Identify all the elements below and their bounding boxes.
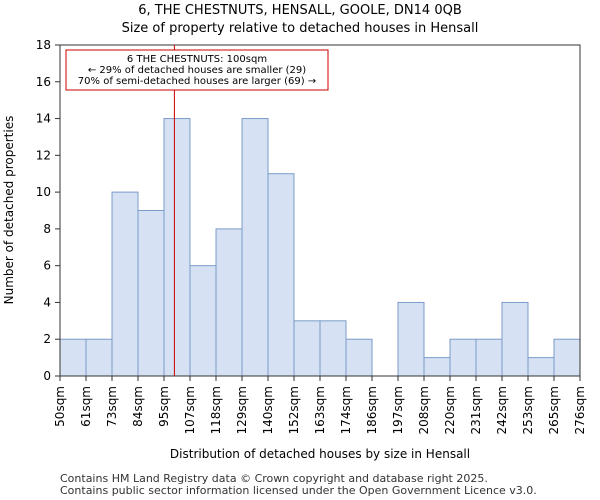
x-tick-label-265sqm: 265sqm xyxy=(547,386,561,434)
y-tick-label-4: 4 xyxy=(43,295,51,309)
bar-95sqm xyxy=(163,118,191,377)
x-tick-label-152sqm: 152sqm xyxy=(287,386,301,434)
bar-197sqm xyxy=(397,301,425,377)
y-tick-label-14: 14 xyxy=(36,112,51,126)
chart-title: 6, THE CHESTNUTS, HENSALL, GOOLE, DN14 0… xyxy=(138,3,462,18)
y-axis: 0 2 4 6 8 10 12 14 16 18 xyxy=(36,38,60,383)
bar-220sqm xyxy=(449,338,477,377)
x-tick-label-208sqm: 208sqm xyxy=(417,386,431,434)
x-tick-label-242sqm: 242sqm xyxy=(495,386,509,434)
y-tick-label-0: 0 xyxy=(43,369,51,383)
annotation-line-2: ← 29% of detached houses are smaller (29… xyxy=(88,65,306,76)
annotation-line-1: 6 THE CHESTNUTS: 100sqm xyxy=(127,54,267,65)
bar-265sqm xyxy=(553,338,581,377)
footer-line-2: Contains public sector information licen… xyxy=(60,484,537,497)
bar-231sqm xyxy=(475,338,503,377)
y-tick-label-16: 16 xyxy=(36,75,51,89)
x-tick-label-163sqm: 163sqm xyxy=(313,386,327,434)
y-tick-label-8: 8 xyxy=(43,222,51,236)
x-axis-label: Distribution of detached houses by size … xyxy=(170,447,470,461)
y-tick-label-18: 18 xyxy=(36,38,51,52)
x-axis: 50sqm 61sqm 73sqm 84sqm 95sqm 107sqm 118sqm 129… xyxy=(53,376,587,434)
bars-group xyxy=(59,118,581,377)
x-tick-label-50sqm: 50sqm xyxy=(53,386,67,427)
bar-253sqm xyxy=(527,357,555,377)
bar-107sqm xyxy=(189,265,217,377)
x-tick-label-186sqm: 186sqm xyxy=(365,386,379,434)
bar-174sqm xyxy=(345,338,373,377)
chart-subtitle: Size of property relative to detached ho… xyxy=(122,21,479,36)
y-tick-label-12: 12 xyxy=(36,148,51,162)
bar-242sqm xyxy=(501,301,529,377)
bar-84sqm xyxy=(137,210,165,377)
y-tick-label-10: 10 xyxy=(36,185,51,199)
annotation-box xyxy=(65,49,329,91)
x-tick-label-84sqm: 84sqm xyxy=(131,386,145,427)
bar-118sqm xyxy=(215,228,243,377)
x-tick-label-95sqm: 95sqm xyxy=(157,386,171,427)
x-tick-label-220sqm: 220sqm xyxy=(443,386,457,434)
x-tick-label-253sqm: 253sqm xyxy=(521,386,535,434)
x-tick-label-118sqm: 118sqm xyxy=(209,386,223,434)
x-tick-label-107sqm: 107sqm xyxy=(183,386,197,434)
x-tick-label-140sqm: 140sqm xyxy=(261,386,275,434)
bar-163sqm xyxy=(319,320,347,377)
bar-152sqm xyxy=(293,320,321,377)
bar-140sqm xyxy=(267,173,295,377)
histogram-chart: 6, THE CHESTNUTS, HENSALL, GOOLE, DN14 0… xyxy=(2,3,587,461)
x-tick-label-129sqm: 129sqm xyxy=(235,386,249,434)
y-tick-label-6: 6 xyxy=(43,259,51,273)
x-tick-label-174sqm: 174sqm xyxy=(339,386,353,434)
x-tick-label-73sqm: 73sqm xyxy=(105,386,119,427)
annotation-line-3: 70% of semi-detached houses are larger (… xyxy=(78,76,316,87)
x-tick-label-61sqm: 61sqm xyxy=(79,386,93,427)
bar-129sqm xyxy=(241,118,269,377)
bar-73sqm xyxy=(111,191,139,377)
plot-frame xyxy=(59,44,581,377)
bar-208sqm xyxy=(423,357,451,377)
y-tick-label-2: 2 xyxy=(43,332,51,346)
x-tick-label-197sqm: 197sqm xyxy=(391,386,405,434)
footer-line-1: Contains HM Land Registry data © Crown c… xyxy=(60,472,488,485)
x-tick-label-231sqm: 231sqm xyxy=(469,386,483,434)
bar-50sqm xyxy=(59,338,87,377)
y-axis-label: Number of detached properties xyxy=(2,116,16,305)
bar-61sqm xyxy=(85,338,113,377)
x-tick-label-276sqm: 276sqm xyxy=(573,386,587,434)
